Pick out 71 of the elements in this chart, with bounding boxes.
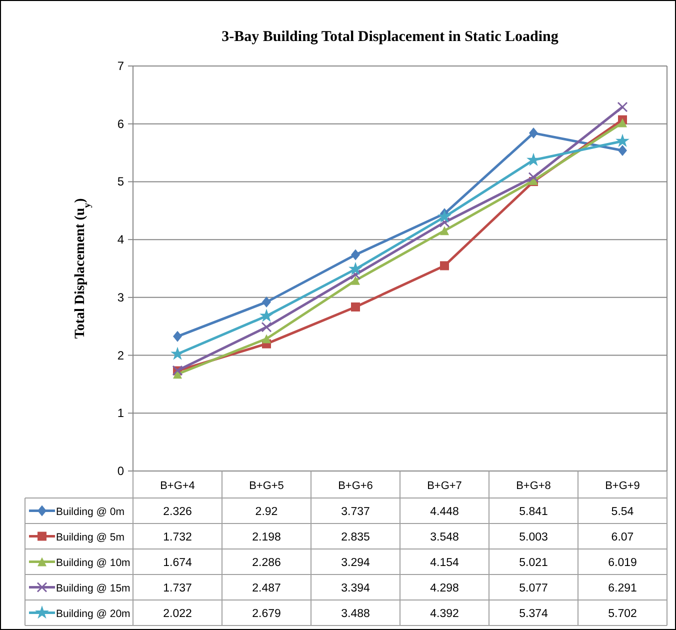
point (348, 262, 362, 276)
point (618, 118, 627, 128)
data-label: 2.679 (252, 608, 281, 620)
point (262, 296, 271, 308)
data-label: 5.021 (519, 556, 548, 569)
data-label: 2.326 (163, 506, 192, 518)
data-label: 2.487 (252, 582, 281, 594)
data-label: 6.019 (608, 556, 637, 569)
x-tick-label: B+G+6 (338, 480, 373, 492)
data-label: 3.294 (341, 556, 370, 569)
y-tick-label: 4 (117, 232, 124, 247)
point (260, 308, 274, 322)
data-label: 3.488 (341, 608, 370, 620)
point (262, 334, 271, 344)
data-label: 1.737 (163, 582, 192, 594)
data-label: 5.374 (519, 608, 548, 620)
y-tick-label: 6 (117, 116, 124, 131)
data-label: 6.07 (611, 531, 634, 544)
point (351, 249, 360, 260)
data-label: 2.92 (255, 506, 278, 518)
data-label: 4.298 (430, 582, 459, 594)
point (440, 226, 449, 236)
data-label: 3.394 (341, 582, 370, 594)
data-label: 2.286 (252, 556, 281, 569)
y-tick-label: 1 (117, 406, 124, 420)
legend-label: Building @ 20m (56, 608, 131, 620)
data-label: 5.841 (519, 506, 548, 518)
point (526, 152, 540, 166)
x-tick-label: B+G+7 (427, 480, 462, 492)
y-tick-label: 7 (117, 59, 124, 73)
legend-label: Building @ 15m (56, 582, 131, 594)
y-tick-label: 0 (117, 464, 124, 478)
point (351, 276, 360, 285)
data-label: 4.448 (430, 506, 459, 518)
data-label: 2.198 (252, 531, 281, 544)
data-label: 4.392 (430, 608, 459, 620)
data-label: 5.54 (611, 506, 634, 518)
point (438, 210, 452, 223)
data-label: 5.077 (519, 582, 548, 594)
y-tick-label: 3 (117, 290, 124, 304)
point (261, 322, 272, 332)
data-label: 1.732 (163, 531, 192, 544)
point (439, 217, 450, 228)
point (173, 330, 182, 342)
point (616, 134, 630, 148)
data-label: 2.835 (341, 531, 370, 544)
point (351, 302, 360, 312)
data-label: 2.022 (163, 608, 192, 620)
data-label: 5.003 (519, 531, 548, 544)
point (528, 172, 539, 183)
y-tick-label: 2 (117, 348, 124, 362)
data-label: 3.548 (430, 531, 459, 544)
data-label: 3.737 (341, 506, 370, 518)
data-label: 5.702 (608, 608, 637, 620)
point (170, 346, 184, 360)
legend-label: Building @ 0m (56, 506, 125, 518)
x-tick-label: B+G+8 (516, 480, 551, 492)
data-label: 6.291 (608, 582, 637, 594)
legend-label: Building @ 5m (56, 531, 125, 544)
chart-title: 3-Bay Building Total Displacement in Static Loading (222, 29, 559, 45)
x-tick-label: B+G+5 (249, 480, 284, 492)
x-tick-label: B+G+4 (160, 480, 195, 492)
data-label: 4.154 (430, 556, 460, 569)
point (440, 261, 449, 270)
x-tick-label: B+G+9 (605, 480, 640, 492)
point (529, 128, 538, 139)
y-tick-label: 5 (117, 174, 124, 189)
data-label: 1.674 (163, 556, 192, 569)
legend-label: Building @ 10m (56, 556, 131, 569)
point (618, 144, 627, 156)
point (617, 102, 628, 112)
